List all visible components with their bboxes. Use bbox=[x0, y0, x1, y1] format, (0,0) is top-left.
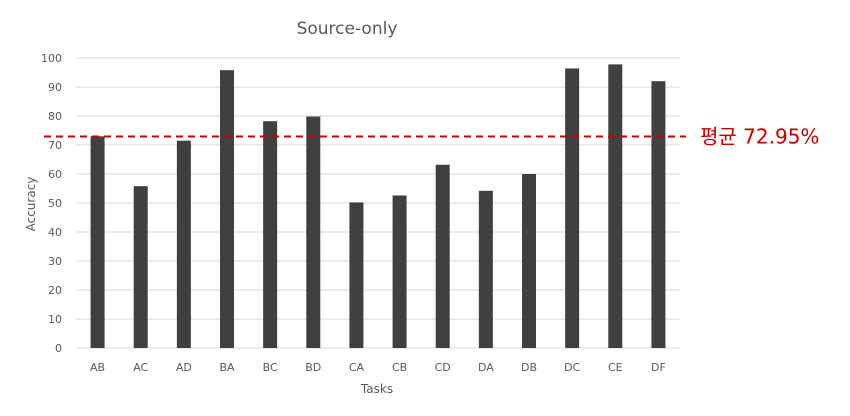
y-tick-label: 0 bbox=[55, 342, 62, 355]
bar-cd bbox=[435, 164, 450, 348]
average-label: 평균 72.95% bbox=[700, 124, 819, 148]
bar-da bbox=[478, 190, 493, 348]
x-tick-label: DF bbox=[651, 361, 666, 374]
bar-ba bbox=[220, 70, 234, 349]
grid-lines bbox=[76, 57, 680, 349]
x-tick-label: BC bbox=[263, 361, 278, 374]
x-tick-label: AC bbox=[133, 361, 148, 374]
x-tick-label: BA bbox=[219, 361, 235, 374]
bar-ab bbox=[90, 136, 105, 348]
bar-db bbox=[522, 174, 536, 348]
chart-title: Source-only bbox=[297, 19, 398, 39]
y-tick-label: 60 bbox=[48, 168, 62, 181]
y-tick-label: 70 bbox=[48, 139, 62, 152]
y-tick-label: 50 bbox=[48, 197, 62, 210]
y-tick-label: 10 bbox=[48, 313, 62, 326]
x-tick-label: CB bbox=[392, 361, 407, 374]
bar-cb bbox=[392, 195, 407, 348]
y-tick-label: 40 bbox=[48, 226, 62, 239]
x-tick-label: AB bbox=[90, 361, 105, 374]
x-axis-ticks: AB AC AD BA BC BD CA CB CD DA DB DC CE DF bbox=[90, 361, 666, 374]
bar-ac bbox=[133, 186, 148, 348]
bar-dc bbox=[565, 68, 580, 348]
x-tick-label: CA bbox=[349, 361, 365, 374]
x-tick-label: BD bbox=[305, 361, 321, 374]
bar-bd bbox=[306, 116, 321, 348]
x-tick-label: CD bbox=[435, 361, 451, 374]
x-tick-label: DB bbox=[521, 361, 537, 374]
y-tick-label: 20 bbox=[48, 284, 62, 297]
bars bbox=[90, 64, 666, 349]
y-tick-label: 100 bbox=[41, 52, 62, 65]
y-tick-label: 80 bbox=[48, 110, 62, 123]
bar-ad bbox=[176, 140, 191, 348]
x-tick-label: DA bbox=[478, 361, 494, 374]
bar-df bbox=[651, 81, 666, 348]
y-axis-label: Accuracy bbox=[24, 177, 38, 232]
average-annotation: 평균 72.95% bbox=[44, 124, 819, 148]
bar-ca bbox=[349, 202, 364, 348]
x-tick-label: CE bbox=[608, 361, 623, 374]
x-tick-label: AD bbox=[176, 361, 192, 374]
bar-ce bbox=[608, 64, 623, 348]
y-axis-ticks: 0 10 20 30 40 50 60 70 80 90 100 bbox=[41, 52, 62, 355]
x-tick-label: DC bbox=[564, 361, 580, 374]
bar-bc bbox=[263, 121, 278, 348]
y-tick-label: 30 bbox=[48, 255, 62, 268]
x-axis-label: Tasks bbox=[360, 382, 393, 396]
y-tick-label: 90 bbox=[48, 81, 62, 94]
